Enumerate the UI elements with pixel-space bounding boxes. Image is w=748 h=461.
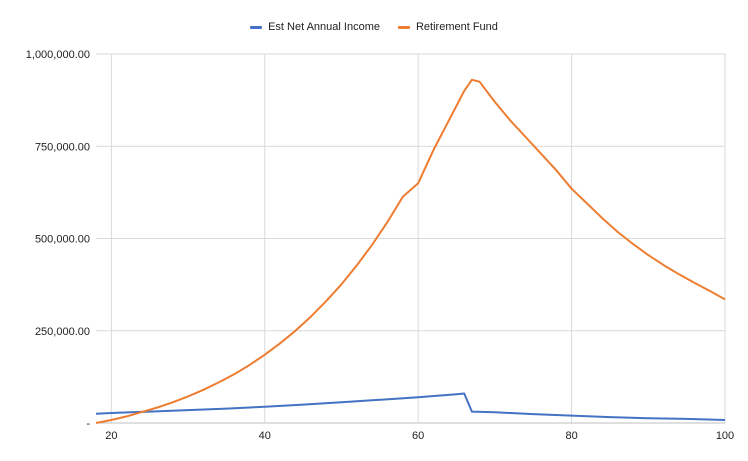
x-tick-label: 80 xyxy=(565,430,577,442)
y-tick-label: 750,000.00 xyxy=(35,141,90,153)
y-tick-label: - xyxy=(86,418,90,430)
legend-label-fund: Retirement Fund xyxy=(415,21,498,33)
y-tick-label: 1,000,000.00 xyxy=(26,49,90,61)
series-line-retirement-fund xyxy=(95,78,726,424)
legend-swatch-fund xyxy=(397,25,410,29)
legend-label-income: Est Net Annual Income xyxy=(268,21,380,33)
series-line-income xyxy=(95,392,726,421)
y-tick-label: 250,000.00 xyxy=(35,326,90,338)
legend-item-income: Est Net Annual Income xyxy=(250,21,380,33)
legend-item-fund: Retirement Fund xyxy=(397,21,498,33)
x-tick-label: 20 xyxy=(105,430,117,442)
legend: Est Net Annual Income Retirement Fund xyxy=(0,18,748,36)
x-tick-label: 60 xyxy=(412,430,424,442)
legend-swatch-income xyxy=(250,25,263,29)
x-tick-label: 40 xyxy=(259,430,271,442)
x-tick-label: 100 xyxy=(716,430,734,442)
y-tick-label: 500,000.00 xyxy=(35,234,90,246)
